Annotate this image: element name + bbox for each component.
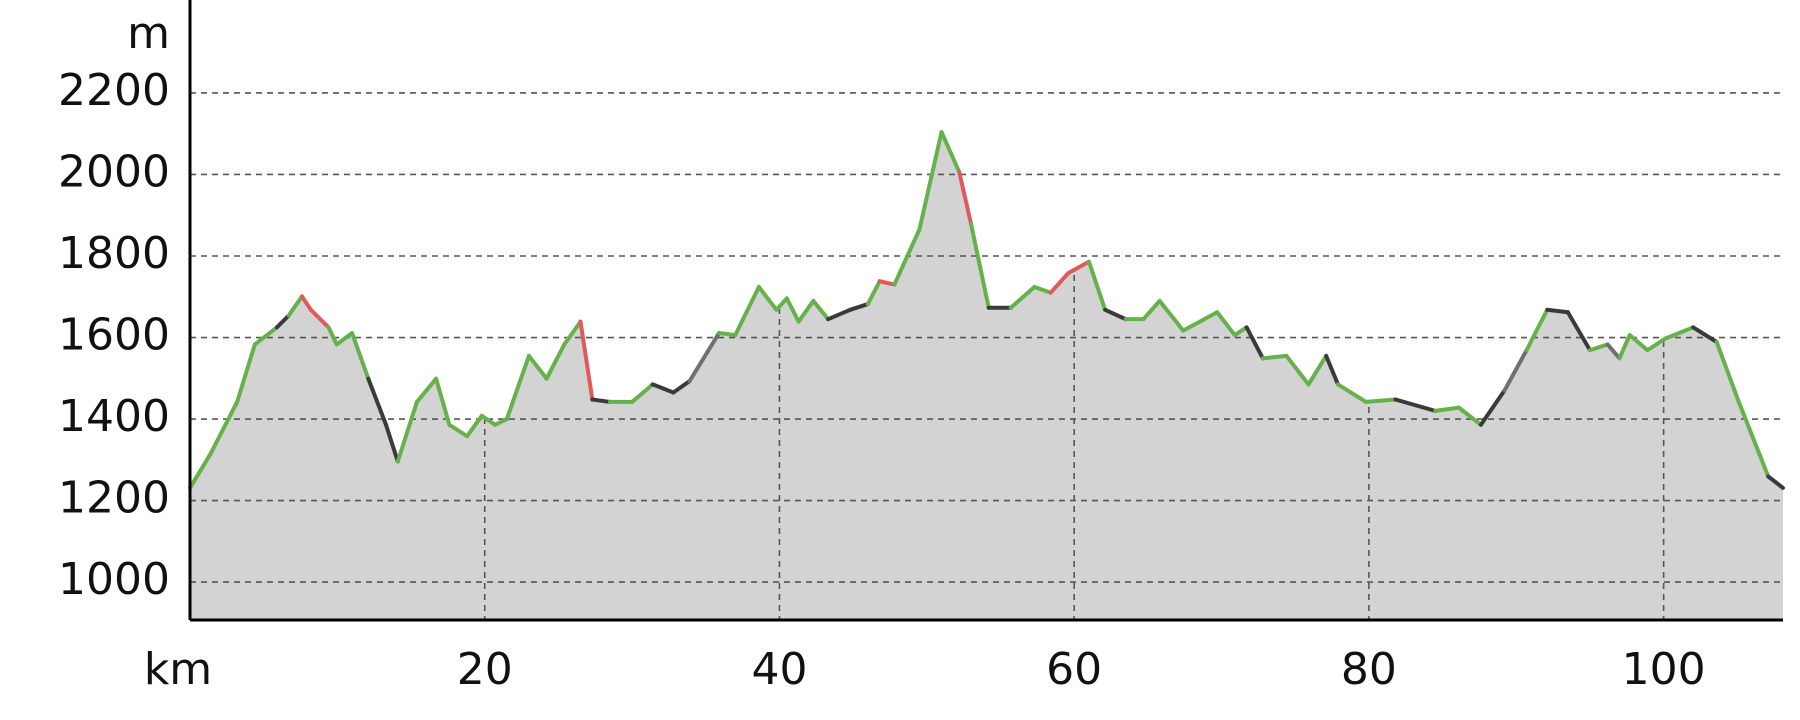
elevation-segment [299, 294, 313, 312]
elevation-segment [1478, 388, 1507, 427]
elevation-segment [504, 353, 531, 422]
elevation-segment [784, 296, 801, 324]
elevation-segment [717, 331, 738, 338]
elevation-segment [447, 422, 470, 439]
elevation-segment [756, 284, 779, 312]
elevation-segment [562, 319, 583, 347]
x-tick-label: 100 [1622, 644, 1706, 695]
elevation-segment [235, 342, 257, 404]
elevation-segment [650, 382, 676, 395]
elevation-segment [1545, 307, 1570, 315]
elevation-segment [957, 170, 974, 226]
elevation-segment [1502, 348, 1529, 393]
y-tick-label: 2000 [58, 146, 170, 197]
elevation-segment [395, 399, 419, 464]
elevation-segment [1284, 353, 1311, 387]
elevation-segment [334, 331, 355, 347]
elevation-segment [1260, 353, 1289, 361]
elevation-segment [671, 379, 692, 395]
x-axis-label: km [144, 644, 212, 695]
elevation-segment [865, 279, 882, 307]
elevation-segment [308, 307, 331, 330]
elevation-segment [326, 325, 339, 347]
elevation-segment [796, 298, 816, 324]
elevation-segment [630, 382, 655, 404]
elevation-segment [414, 376, 439, 404]
elevation-segment [969, 221, 991, 310]
elevation-segment [544, 342, 567, 381]
y-axis-label: m [127, 8, 170, 59]
elevation-segment [1565, 310, 1592, 353]
elevation-segment [1103, 307, 1128, 322]
elevation-segment [526, 353, 549, 381]
elevation-segment [590, 397, 612, 404]
elevation-segment [1141, 298, 1162, 322]
x-tick-label: 40 [751, 644, 807, 695]
elevation-segment [434, 376, 452, 427]
elevation-segment [1324, 353, 1340, 387]
elevation-segment [252, 325, 279, 347]
elevation-segment [1244, 325, 1265, 361]
elevation-segment [1393, 397, 1438, 413]
y-tick-label: 1400 [58, 391, 170, 442]
elevation-segment [366, 376, 388, 427]
x-tick-label: 20 [457, 644, 513, 695]
elevation-segment [1086, 259, 1108, 312]
elevation-area [190, 132, 1783, 621]
elevation-segment [917, 130, 944, 232]
elevation-segment [1524, 307, 1550, 353]
elevation-segment [1335, 382, 1368, 404]
x-tick-label: 60 [1046, 644, 1102, 695]
y-tick-label: 1800 [58, 228, 170, 279]
elevation-segment [1587, 342, 1610, 353]
elevation-segment [1736, 399, 1771, 479]
elevation-segment [1433, 405, 1461, 413]
elevation-segment [877, 279, 897, 287]
elevation-segment [1363, 397, 1398, 404]
elevation-segment [939, 130, 962, 175]
elevation-segment [1627, 333, 1650, 353]
elevation-segment [465, 413, 484, 439]
elevation-segment [892, 227, 922, 287]
elevation-segment [188, 451, 213, 490]
elevation-segment [286, 294, 304, 318]
elevation-segment [1232, 325, 1249, 338]
elevation-segment [350, 331, 371, 381]
elevation-segment [1215, 310, 1237, 338]
elevation-segment [1605, 342, 1622, 361]
elevation-segment [811, 298, 831, 322]
elevation-segment [687, 331, 722, 384]
elevation-segment [1691, 325, 1719, 344]
elevation-segment [1157, 298, 1186, 333]
elevation-segment [1617, 333, 1632, 361]
elevation-segment [1032, 284, 1053, 295]
elevation-segment [1663, 325, 1696, 341]
elevation-segment [848, 302, 870, 312]
elevation-segment [274, 313, 291, 330]
elevation-segment [1766, 474, 1785, 490]
elevation-segment [826, 307, 853, 322]
elevation-segment [1306, 353, 1329, 387]
y-tick-label: 1600 [58, 310, 170, 361]
y-tick-label: 2200 [58, 65, 170, 116]
elevation-segment [383, 422, 400, 464]
elevation-segment [578, 319, 595, 402]
elevation-segment [1645, 336, 1668, 353]
elevation-segment [1714, 339, 1741, 404]
elevation-segment [1008, 284, 1037, 310]
elevation-segment [733, 284, 761, 338]
elevation-segment [1066, 259, 1091, 276]
y-tick-label: 1000 [58, 554, 170, 605]
elevation-segment [479, 413, 498, 427]
elevation-segment [493, 417, 509, 427]
elevation-segment [208, 399, 240, 456]
elevation-segment [1181, 310, 1220, 333]
elevation-segment [1048, 271, 1071, 295]
x-tick-label: 80 [1341, 644, 1397, 695]
elevation-segment [1456, 405, 1483, 427]
y-tick-label: 1200 [58, 473, 170, 524]
elevation-segment [774, 296, 789, 312]
